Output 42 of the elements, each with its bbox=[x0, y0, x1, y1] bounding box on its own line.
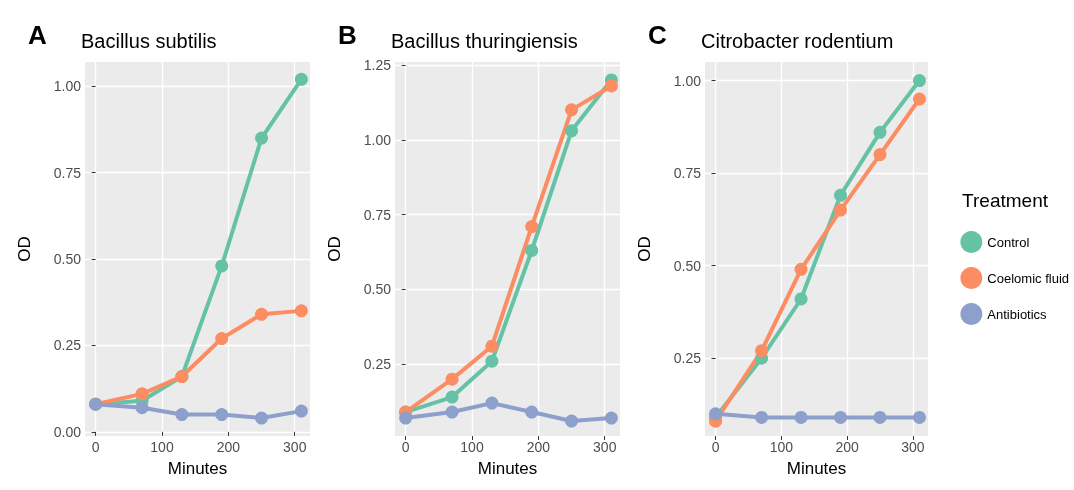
text: B bbox=[338, 20, 357, 50]
y-tick-label: 0.50 bbox=[673, 257, 702, 274]
legend-title: Treatment bbox=[962, 190, 1049, 211]
chart-title: Bacillus thuringiensis bbox=[391, 30, 578, 52]
y-tick-label: 0.75 bbox=[673, 165, 702, 182]
y-tick-label: 0.00 bbox=[53, 423, 82, 440]
x-axis-title: Minutes bbox=[786, 459, 847, 478]
y-tick-label: 1.25 bbox=[363, 56, 392, 73]
x-tick-label: 0 bbox=[711, 439, 720, 455]
x-tick-label: 200 bbox=[835, 439, 859, 455]
x-tick-label: 0 bbox=[401, 439, 410, 455]
y-axis-title: OD bbox=[325, 236, 344, 262]
x-axis-title: Minutes bbox=[167, 459, 228, 478]
y-tick-label: 0.25 bbox=[673, 350, 702, 367]
legend-label: Control bbox=[987, 234, 1030, 250]
y-tick-label: 0.75 bbox=[363, 206, 392, 223]
y-tick-label: 1.00 bbox=[363, 131, 392, 148]
legend-label: Antibiotics bbox=[987, 306, 1048, 322]
y-tick-label: 0.75 bbox=[53, 164, 82, 181]
x-tick-label: 100 bbox=[150, 439, 174, 455]
x-tick-label: 100 bbox=[769, 439, 794, 455]
legend-label: Coelomic fluid bbox=[987, 270, 1070, 286]
x-tick-label: 300 bbox=[593, 439, 617, 455]
x-tick-label: 300 bbox=[901, 439, 925, 455]
text: C bbox=[648, 20, 667, 50]
y-tick-label: 0.25 bbox=[363, 356, 392, 373]
x-tick-label: 300 bbox=[283, 439, 307, 455]
chart-title: Bacillus subtilis bbox=[81, 30, 217, 52]
y-tick-label: 0.50 bbox=[53, 251, 82, 268]
y-axis-title: OD bbox=[15, 236, 34, 262]
x-tick-label: 0 bbox=[91, 439, 100, 455]
y-tick-label: 1.00 bbox=[53, 78, 82, 95]
y-tick-label: 0.50 bbox=[363, 281, 392, 298]
y-tick-label: 0.25 bbox=[53, 337, 82, 354]
x-tick-label: 200 bbox=[526, 439, 551, 455]
x-axis-title: Minutes bbox=[477, 459, 538, 478]
chart-title: Citrobacter rodentium bbox=[701, 30, 894, 52]
text: A bbox=[28, 20, 47, 50]
y-tick-label: 1.00 bbox=[673, 72, 702, 89]
y-axis-title: OD bbox=[635, 236, 654, 262]
x-tick-label: 200 bbox=[216, 439, 241, 455]
x-tick-label: 100 bbox=[460, 439, 484, 455]
